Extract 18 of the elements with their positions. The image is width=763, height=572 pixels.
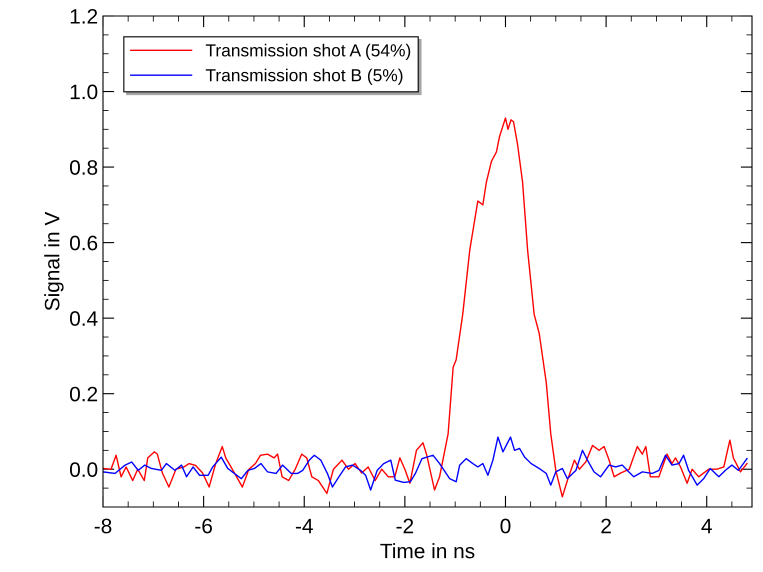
legend-label: Transmission shot B (5%): [206, 68, 402, 85]
legend-label: Transmission shot A (54%): [206, 44, 410, 60]
y-tick-label: 0.8: [70, 160, 98, 175]
x-tick-label: 0: [500, 518, 510, 534]
y-tick-label: 1.2: [70, 9, 98, 24]
x-tick-label: -8: [94, 518, 112, 534]
y-tick-label: 0.2: [70, 386, 98, 402]
x-axis-title: Time in ns: [380, 543, 474, 558]
x-tick-label: -4: [296, 518, 313, 534]
x-tick-label: -6: [195, 518, 212, 534]
y-tick-label: 0.0: [70, 462, 98, 477]
y-tick-label: 1.0: [70, 84, 98, 100]
y-axis-title: Signal in V: [44, 212, 64, 310]
y-tick-label: 0.6: [70, 236, 98, 250]
y-tick-label: 0.4: [70, 311, 98, 326]
x-tick-label: -2: [396, 518, 414, 534]
x-tick-label: 2: [601, 518, 611, 534]
x-tick-label: 4: [701, 518, 712, 534]
